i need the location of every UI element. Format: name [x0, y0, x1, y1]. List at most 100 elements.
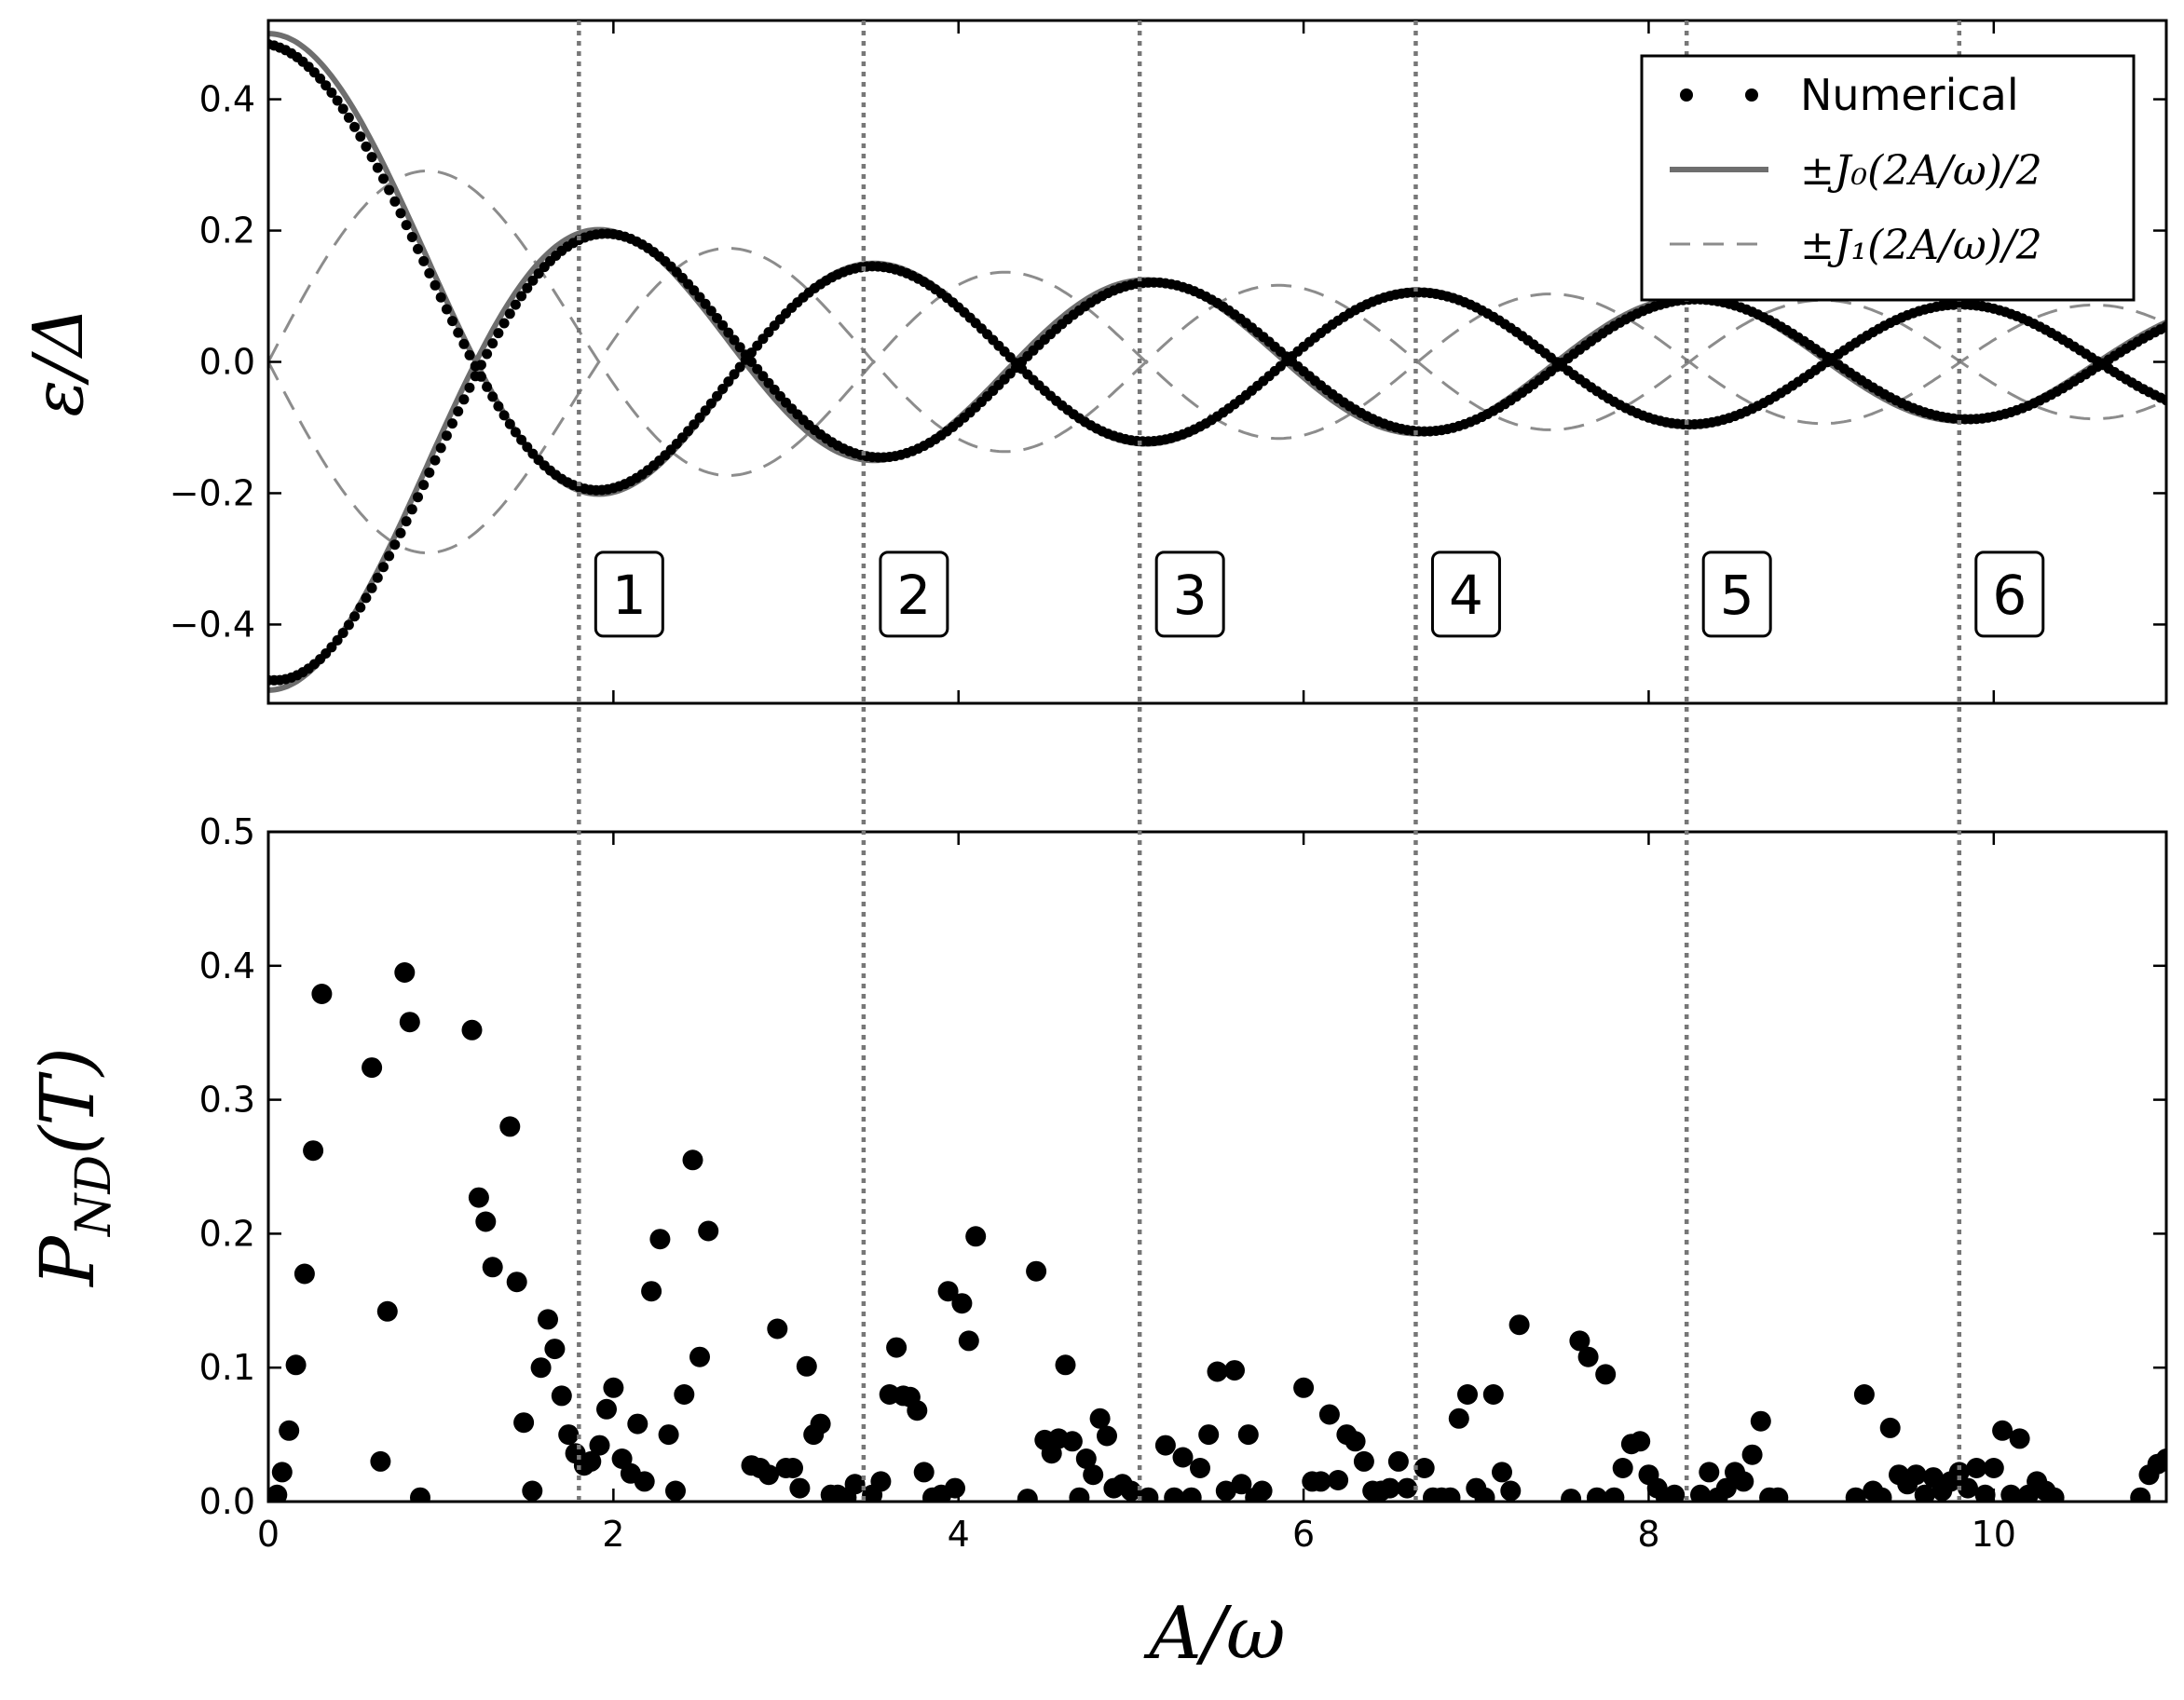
- top-ytick-label: 0.0: [199, 342, 255, 383]
- scatter-point: [1958, 1477, 1978, 1499]
- legend-label: ±J₀(2A/ω)/2: [1800, 147, 2042, 195]
- numerical-point: [453, 406, 464, 417]
- numerical-point: [717, 320, 729, 331]
- scatter-point: [689, 1346, 710, 1367]
- scatter-point: [1075, 1448, 1097, 1469]
- numerical-point: [705, 306, 717, 317]
- scatter-point: [370, 1450, 391, 1472]
- scatter-point: [913, 1462, 935, 1483]
- scatter-point: [513, 1412, 535, 1434]
- numerical-point: [700, 298, 711, 309]
- scatter-point: [1413, 1458, 1435, 1478]
- numerical-point: [516, 291, 527, 302]
- scatter-point: [1448, 1408, 1469, 1429]
- numerical-point: [343, 619, 354, 631]
- scatter-point: [1061, 1431, 1083, 1452]
- numerical-point: [441, 430, 452, 442]
- numerical-point: [504, 418, 515, 429]
- bottom-xtick-label: 6: [1292, 1514, 1315, 1555]
- scatter-point: [1905, 1464, 1927, 1486]
- numerical-point: [516, 434, 527, 445]
- legend-entry: ±J₀(2A/ω)/2: [1670, 147, 2042, 195]
- numerical-point: [332, 95, 343, 106]
- numerical-point: [326, 88, 337, 98]
- numerical-point: [343, 112, 354, 123]
- scatter-point: [1586, 1487, 1607, 1502]
- scatter-point: [461, 1019, 483, 1040]
- scatter-point: [1612, 1458, 1633, 1478]
- scatter-point: [522, 1480, 543, 1502]
- numerical-point: [337, 103, 348, 115]
- resonance-box: [1154, 551, 1225, 638]
- scatter-point: [945, 1477, 965, 1499]
- scatter-point: [634, 1471, 655, 1492]
- scatter-point: [789, 1477, 811, 1499]
- scatter-point: [293, 1263, 315, 1285]
- numerical-point: [522, 442, 533, 453]
- scatter-point: [394, 962, 416, 983]
- bottom-xtick-label: 4: [948, 1514, 970, 1555]
- bottom-ytick-label: 0.5: [199, 811, 255, 852]
- bottom-xtick-label: 10: [1972, 1514, 2016, 1555]
- scatter-point: [698, 1220, 719, 1242]
- resonance-label: 1: [612, 564, 647, 627]
- scatter-point: [2009, 1428, 2030, 1449]
- numerical-point: [406, 504, 417, 515]
- numerical-point: [349, 611, 361, 622]
- numerical-point: [475, 371, 486, 382]
- numerical-point: [723, 376, 734, 388]
- scatter-point: [1237, 1424, 1259, 1446]
- scatter-point: [1690, 1484, 1711, 1502]
- scatter-points: [268, 962, 2166, 1502]
- numerical-point: [389, 196, 401, 207]
- bottom-ytick-label: 0.4: [199, 945, 255, 986]
- scatter-point: [544, 1339, 566, 1360]
- numerical-point: [504, 308, 515, 320]
- numerical-point: [705, 398, 717, 409]
- numerical-point: [694, 412, 705, 423]
- numerical-point: [435, 292, 446, 303]
- numerical-point: [355, 131, 366, 143]
- numerical-point: [430, 455, 441, 466]
- scatter-point: [937, 1281, 959, 1302]
- scatter-point: [1198, 1424, 1220, 1446]
- numerical-point: [413, 243, 423, 254]
- numerical-point: [734, 361, 745, 373]
- numerical-point: [326, 642, 337, 653]
- numerical-point: [758, 371, 769, 382]
- scatter-point: [674, 1384, 695, 1405]
- numerical-point: [378, 173, 389, 184]
- numerical-point: [447, 418, 457, 429]
- top-ytick-label: 0.4: [199, 79, 255, 120]
- scatter-point: [958, 1330, 979, 1352]
- scatter-point: [1089, 1408, 1111, 1429]
- scatter-point: [1154, 1435, 1176, 1456]
- scatter-point: [1992, 1420, 2013, 1441]
- numerical-point: [464, 382, 475, 393]
- bottom-xtick-label: 8: [1637, 1514, 1659, 1555]
- scatter-point: [870, 1471, 892, 1492]
- scatter-point: [1440, 1487, 1461, 1502]
- scatter-point: [682, 1149, 703, 1171]
- numerical-point: [395, 527, 406, 538]
- numerical-point: [332, 634, 343, 646]
- numerical-point: [752, 340, 763, 351]
- scatter-point: [410, 1487, 430, 1502]
- numerical-point: [493, 401, 504, 412]
- numerical-point: [700, 405, 711, 416]
- resonance-label: 6: [1992, 564, 2027, 627]
- scatter-point: [1353, 1450, 1374, 1472]
- bottom-xtick-label: 2: [602, 1514, 624, 1555]
- scatter-point: [1215, 1480, 1236, 1502]
- bottom-ytick-label: 0.2: [199, 1213, 255, 1254]
- numerical-point: [746, 357, 757, 367]
- numerical-point: [395, 208, 406, 219]
- numerical-point: [361, 592, 372, 604]
- bottom-ytick-label: 0.3: [199, 1080, 255, 1121]
- scatter-point: [1224, 1360, 1245, 1381]
- numerical-point: [349, 121, 361, 132]
- numerical-point: [487, 338, 498, 349]
- bottom-ytick-label: 0.1: [199, 1347, 255, 1388]
- scatter-point: [1318, 1404, 1340, 1425]
- numerical-point: [717, 384, 729, 394]
